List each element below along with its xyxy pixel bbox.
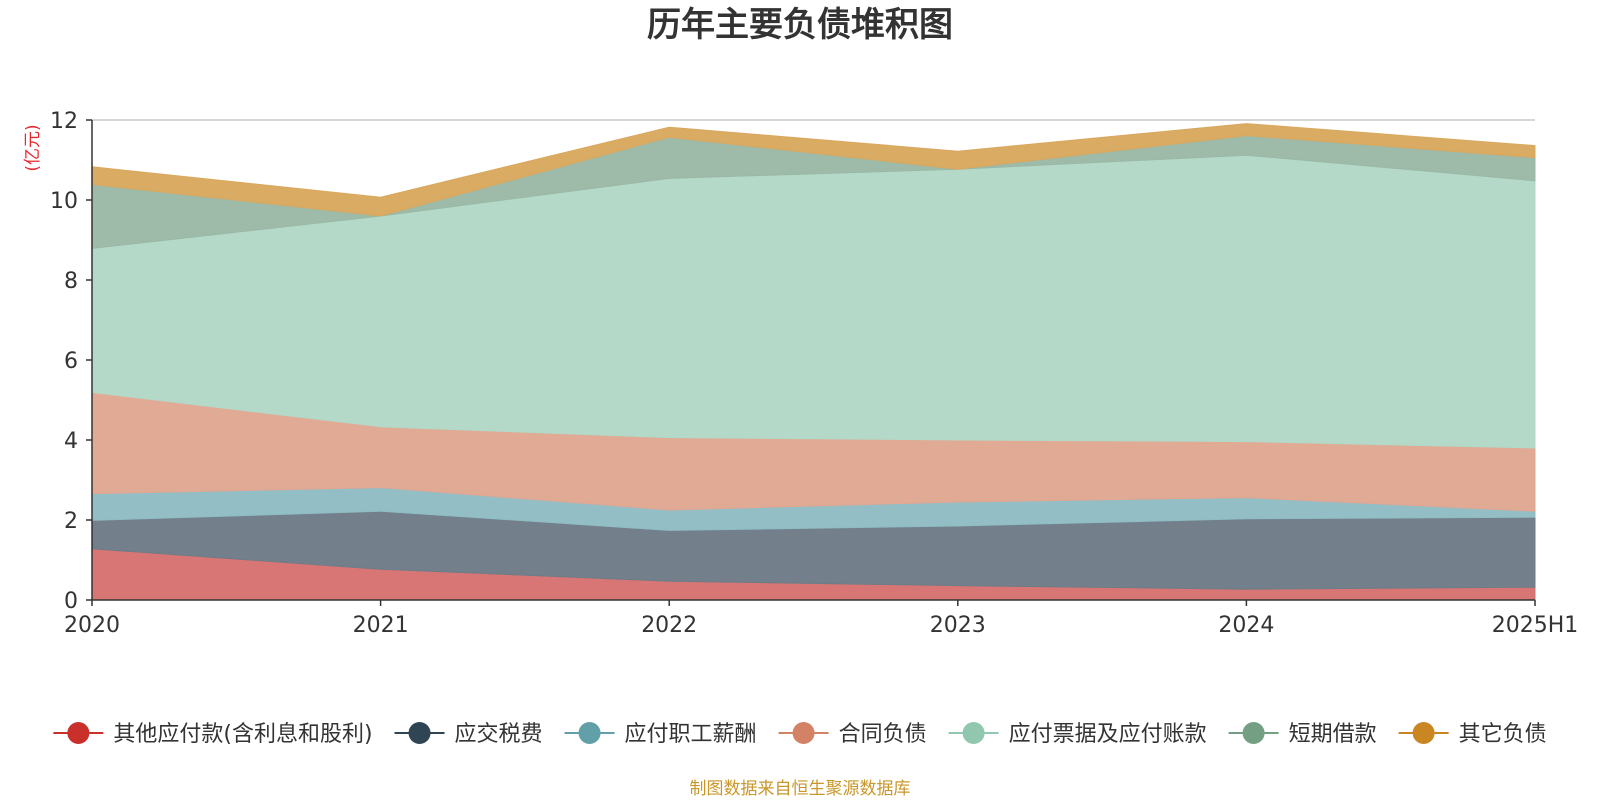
legend-label: 应付职工薪酬 xyxy=(625,722,757,747)
legend-label: 合同负债 xyxy=(839,722,927,747)
data-source-note: 制图数据来自恒生聚源数据库 xyxy=(690,779,911,799)
legend-circle-icon xyxy=(67,722,90,744)
legend-label: 其它负债 xyxy=(1459,722,1547,747)
legend-circle-icon xyxy=(1412,722,1435,744)
legend-label: 其他应付款(含利息和股利) xyxy=(113,722,372,747)
legend-item-1[interactable]: 应交税费 xyxy=(394,722,543,747)
legend[interactable]: 其他应付款(含利息和股利) 应交税费 应付职工薪酬 合同负债 应付票据及应付账款 短期借款… xyxy=(53,722,1547,747)
legend-circle-icon xyxy=(408,722,431,744)
x-tick-label: 2022 xyxy=(641,613,697,638)
stacked-areas xyxy=(91,123,1536,601)
legend-circle-icon xyxy=(792,722,815,744)
y-tick-label: 6 xyxy=(64,349,78,374)
legend-label: 应交税费 xyxy=(455,722,543,747)
x-tick-label: 2025H1 xyxy=(1492,613,1579,638)
area-series-6[interactable] xyxy=(91,123,1536,217)
y-tick-label: 0 xyxy=(64,589,78,614)
y-tick-label: 4 xyxy=(64,429,78,454)
y-tick-label: 8 xyxy=(64,269,78,294)
legend-item-4[interactable]: 应付票据及应付账款 xyxy=(948,722,1207,747)
chart-title: 历年主要负债堆积图 xyxy=(647,5,953,45)
legend-circle-icon xyxy=(1242,722,1265,744)
legend-item-3[interactable]: 合同负债 xyxy=(778,722,927,747)
legend-circle-icon xyxy=(578,722,601,744)
legend-circle-icon xyxy=(962,722,985,744)
y-axis-unit-label: (亿元) xyxy=(23,124,43,171)
x-tick-label: 2021 xyxy=(353,613,409,638)
y-tick-label: 2 xyxy=(64,509,78,534)
x-tick-label: 2020 xyxy=(64,613,120,638)
axes: 0 2 4 6 8 10 12 2020 2021 2022 2023 2024 2025H1 xyxy=(50,109,1578,638)
y-tick-label: 10 xyxy=(50,189,78,214)
x-tick-label: 2024 xyxy=(1218,613,1274,638)
legend-item-0[interactable]: 其他应付款(含利息和股利) xyxy=(53,722,373,747)
legend-item-5[interactable]: 短期借款 xyxy=(1228,722,1377,747)
legend-item-2[interactable]: 应付职工薪酬 xyxy=(564,722,757,747)
x-tick-label: 2023 xyxy=(930,613,986,638)
legend-label: 应付票据及应付账款 xyxy=(1009,722,1207,747)
legend-item-6[interactable]: 其它负债 xyxy=(1398,722,1547,747)
y-tick-label: 12 xyxy=(50,109,78,134)
legend-label: 短期借款 xyxy=(1289,722,1377,747)
